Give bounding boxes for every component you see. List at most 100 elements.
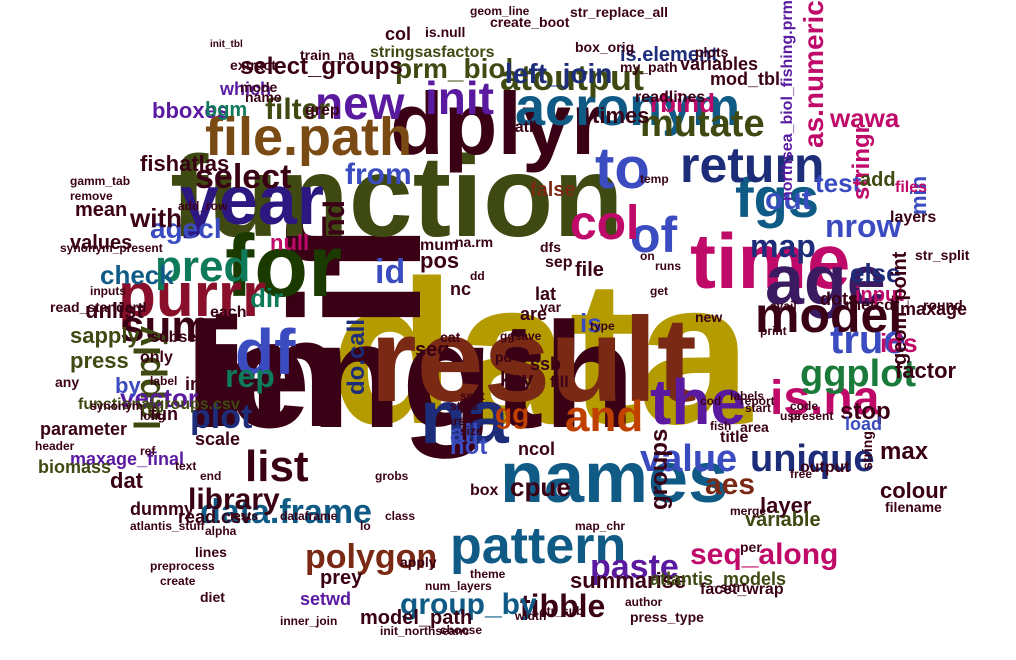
cloud-word: init: [185, 374, 212, 394]
cloud-word: atlantis_models: [650, 569, 787, 589]
cloud-word: vector: [120, 383, 199, 413]
cloud-word: preprocess: [150, 559, 215, 573]
cloud-word: layers: [890, 209, 937, 226]
cloud-word: null: [270, 230, 310, 255]
cloud-word: prm_biol: [395, 53, 514, 84]
cloud-word: dplyr: [390, 74, 606, 173]
cloud-word: ref: [140, 444, 156, 458]
cloud-word: the: [650, 366, 746, 438]
cloud-word: atoutput: [500, 57, 644, 98]
cloud-word: ssb: [530, 354, 562, 374]
cloud-word: train_na: [300, 47, 355, 63]
cloud-word: na.rm: [455, 234, 494, 250]
cloud-word: avail: [770, 299, 797, 313]
cloud-word: tibble: [520, 588, 606, 624]
cloud-word: parameter: [40, 419, 128, 439]
cloud-word: press_type: [630, 609, 704, 625]
cloud-word: alpha: [205, 524, 237, 538]
cloud-word: my_path: [620, 59, 678, 75]
cloud-word: library: [188, 483, 280, 516]
cloud-word: dat: [110, 468, 143, 493]
cloud-word: cpue: [510, 472, 571, 502]
cloud-word: text: [175, 459, 197, 473]
cloud-word: for: [225, 216, 343, 315]
cloud-word: else: [850, 258, 901, 288]
cloud-word: read_standard: [50, 299, 147, 315]
cloud-word: subset: [150, 329, 202, 346]
cloud-word: northsea_biol_fishing.prm: [779, 0, 796, 201]
cloud-word: biomass: [38, 457, 112, 477]
cloud-word: output: [800, 459, 850, 476]
cloud-word: mode: [240, 79, 278, 95]
cloud-word: code: [790, 399, 819, 413]
cloud-word: group_by: [400, 588, 537, 621]
cloud-word: label: [150, 374, 178, 388]
cloud-word: dummy: [130, 499, 195, 519]
cloud-word: pd: [495, 349, 513, 365]
cloud-word: groups: [646, 428, 673, 510]
cloud-word: max: [880, 438, 929, 465]
cloud-word: gamm_tab: [70, 174, 131, 188]
cloud-word: read.csv: [178, 507, 252, 527]
cloud-word: str_sub: [540, 604, 584, 618]
cloud-word: lo: [360, 519, 371, 533]
cloud-word: age: [765, 241, 886, 319]
cloud-word: facet_wrap: [700, 581, 784, 598]
cloud-word: is.element: [620, 44, 718, 66]
cloud-word: seq: [415, 339, 450, 361]
cloud-word: vars: [440, 414, 465, 428]
cloud-word: id: [375, 253, 406, 291]
cloud-word: list: [245, 442, 309, 491]
cloud-word: setwd: [300, 589, 352, 609]
cloud-word: unlist: [85, 298, 144, 323]
cloud-word: map: [750, 228, 816, 264]
cloud-word: geom_point: [889, 251, 911, 365]
cloud-word: as.numeric: [798, 0, 829, 148]
cloud-word: time: [690, 217, 851, 305]
cloud-word: dfs: [540, 239, 561, 255]
cloud-word: split: [460, 389, 485, 403]
cloud-word: colour: [880, 478, 948, 503]
cloud-word: remove: [70, 189, 113, 203]
cloud-word: stringsasfactors: [370, 44, 495, 61]
cloud-word: wawa: [830, 103, 900, 133]
cloud-word: end: [200, 469, 222, 483]
cloud-word: to: [595, 136, 650, 201]
cloud-word: gg: [495, 398, 530, 429]
cloud-word: init: [425, 72, 494, 124]
cloud-word: select_groups: [240, 53, 403, 80]
cloud-word: temp: [640, 172, 669, 186]
cloud-word: stats: [450, 399, 479, 413]
cloud-word: prey: [320, 567, 363, 589]
cloud-word: polygon: [305, 538, 438, 576]
cloud-word: in: [205, 286, 343, 459]
cloud-word: names: [500, 438, 729, 518]
cloud-word: dir: [250, 283, 284, 313]
cloud-word: model_path: [360, 607, 473, 629]
cloud-word: by: [115, 373, 141, 398]
cloud-word: dataframe: [280, 509, 338, 523]
cloud-word: plots: [695, 44, 729, 60]
cloud-word: type: [590, 319, 615, 333]
cloud-word: pos: [420, 248, 460, 273]
cloud-word: ncol: [518, 439, 556, 459]
cloud-word: add: [860, 169, 896, 191]
cloud-word: var: [540, 299, 562, 315]
cloud-word: use: [780, 409, 801, 423]
cloud-word: only: [140, 349, 173, 366]
cloud-word: fill: [550, 374, 569, 391]
cloud-word: long: [140, 409, 166, 423]
cloud-word: rep: [225, 358, 275, 394]
cloud-word: factor: [895, 358, 957, 383]
cloud-word: any: [55, 374, 80, 390]
cloud-word: init_tbl: [210, 39, 243, 50]
cloud-word: fgs: [735, 166, 819, 229]
cloud-word: values: [70, 232, 133, 254]
cloud-word: are: [520, 304, 548, 324]
cloud-word: path: [505, 119, 539, 136]
cloud-word: seq_along: [690, 538, 839, 571]
cloud-word: select: [195, 158, 292, 196]
cloud-word: file: [575, 259, 604, 281]
cloud-word: grep: [305, 102, 340, 119]
cloud-word: round: [923, 297, 963, 313]
